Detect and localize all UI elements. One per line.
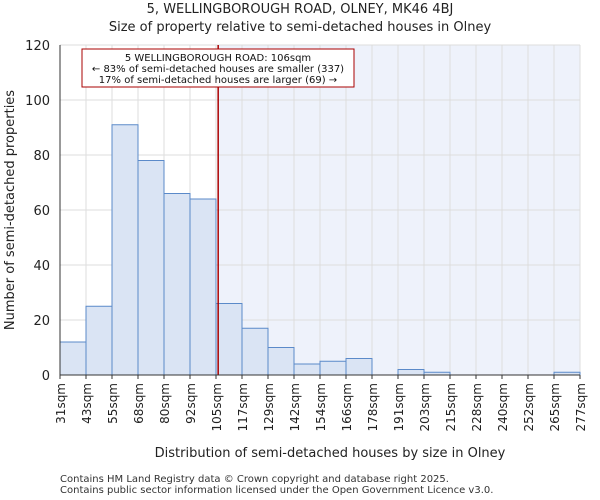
histogram-bar — [189, 198, 217, 376]
annotation-line-3: 17% of semi-detached houses are larger (… — [99, 75, 337, 86]
x-tick-label: 142sqm — [288, 383, 302, 431]
histogram-bar — [293, 363, 321, 376]
x-tick-label: 240sqm — [496, 383, 510, 431]
x-tick-label: 277sqm — [574, 383, 588, 431]
x-tick-label: 68sqm — [132, 383, 146, 424]
chart-title: 5, WELLINGBOROUGH ROAD, OLNEY, MK46 4BJ — [146, 2, 454, 17]
chart-subtitle: Size of property relative to semi-detach… — [108, 20, 492, 35]
y-tick-label: 20 — [33, 314, 50, 329]
x-tick-label: 203sqm — [418, 383, 432, 431]
histogram-bar — [137, 160, 165, 376]
x-tick-label: 117sqm — [236, 383, 250, 431]
x-tick-label: 154sqm — [314, 383, 328, 431]
y-tick-label: 120 — [25, 39, 50, 54]
histogram-bar — [241, 327, 269, 376]
histogram-bar — [397, 369, 425, 376]
x-tick-label: 166sqm — [340, 383, 354, 431]
x-tick-label: 215sqm — [444, 383, 458, 431]
x-tick-label: 178sqm — [366, 383, 380, 431]
annotation-line-1: 5 WELLINGBOROUGH ROAD: 106sqm — [125, 53, 311, 64]
y-tick-label: 0 — [42, 369, 50, 384]
annotation-box — [81, 48, 355, 88]
x-tick-label: 265sqm — [548, 383, 562, 431]
histogram-bar — [111, 124, 139, 376]
x-tick-label: 105sqm — [210, 383, 224, 431]
y-axis-title: Number of semi-detached properties — [3, 90, 18, 330]
y-tick-label: 40 — [33, 259, 50, 274]
x-tick-label: 31sqm — [54, 383, 68, 424]
x-tick-label: 80sqm — [158, 383, 172, 424]
histogram-bar — [85, 305, 113, 376]
histogram-bar — [267, 347, 295, 376]
x-tick-label: 92sqm — [184, 383, 198, 424]
x-tick-label: 55sqm — [106, 383, 120, 424]
footer-line-1: Contains HM Land Registry data © Crown c… — [60, 474, 449, 485]
x-tick-label: 129sqm — [262, 383, 276, 431]
x-axis-title: Distribution of semi-detached houses by … — [155, 446, 506, 461]
footer-line-2: Contains public sector information licen… — [60, 485, 494, 496]
histogram-bar — [59, 341, 87, 376]
y-tick-label: 80 — [33, 149, 50, 164]
x-tick-label: 43sqm — [80, 383, 94, 424]
x-tick-label: 252sqm — [522, 383, 536, 431]
histogram-bar — [319, 360, 347, 376]
x-tick-label: 191sqm — [392, 383, 406, 431]
y-tick-label: 60 — [33, 204, 50, 219]
annotation-line-2: ← 83% of semi-detached houses are smalle… — [92, 64, 344, 75]
histogram-bar — [345, 358, 373, 376]
x-tick-label: 228sqm — [470, 383, 484, 431]
histogram-bar — [215, 303, 243, 376]
histogram-bar — [163, 193, 191, 376]
y-tick-label: 100 — [25, 94, 50, 109]
